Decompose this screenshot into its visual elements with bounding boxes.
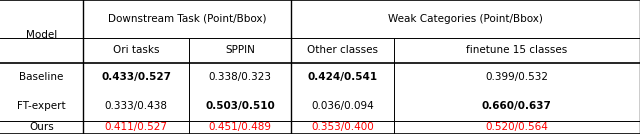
Text: FT-expert: FT-expert [17, 101, 66, 111]
Text: Baseline: Baseline [19, 72, 64, 82]
Text: 0.338/0.323: 0.338/0.323 [209, 72, 271, 82]
Text: Ours: Ours [29, 122, 54, 132]
Text: Model: Model [26, 29, 57, 40]
Text: 0.424/0.541: 0.424/0.541 [307, 72, 378, 82]
Text: 0.036/0.094: 0.036/0.094 [311, 101, 374, 111]
Text: 0.451/0.489: 0.451/0.489 [209, 122, 271, 132]
Text: Ori tasks: Ori tasks [113, 45, 159, 55]
Text: SPPIN: SPPIN [225, 45, 255, 55]
Text: 0.411/0.527: 0.411/0.527 [104, 122, 168, 132]
Text: 0.660/0.637: 0.660/0.637 [482, 101, 552, 111]
Text: Downstream Task (Point/Bbox): Downstream Task (Point/Bbox) [108, 14, 266, 24]
Text: 0.503/0.510: 0.503/0.510 [205, 101, 275, 111]
Text: 0.399/0.532: 0.399/0.532 [485, 72, 548, 82]
Text: 0.333/0.438: 0.333/0.438 [104, 101, 168, 111]
Text: Other classes: Other classes [307, 45, 378, 55]
Text: 0.353/0.400: 0.353/0.400 [311, 122, 374, 132]
Text: 0.433/0.527: 0.433/0.527 [101, 72, 171, 82]
Text: Weak Categories (Point/Bbox): Weak Categories (Point/Bbox) [388, 14, 543, 24]
Text: finetune 15 classes: finetune 15 classes [466, 45, 568, 55]
Text: 0.520/0.564: 0.520/0.564 [485, 122, 548, 132]
